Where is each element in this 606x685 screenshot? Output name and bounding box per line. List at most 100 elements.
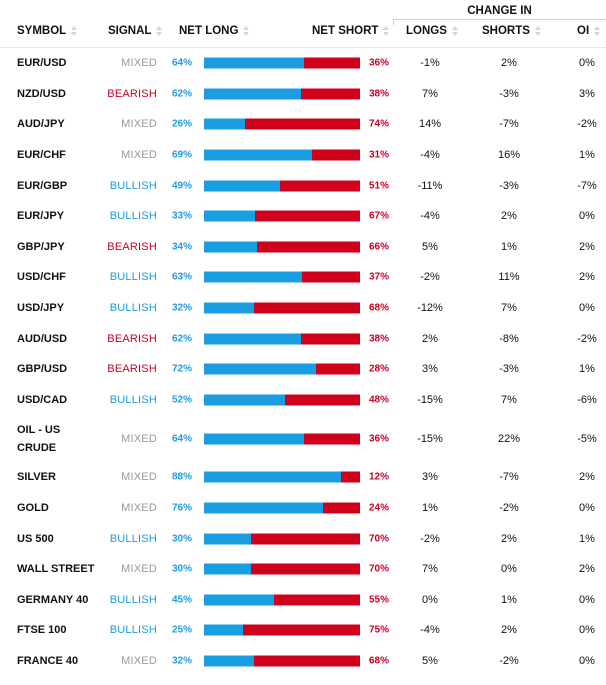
net-long-value: 63%: [172, 271, 193, 283]
net-long-bar: [204, 624, 243, 636]
symbol-link[interactable]: FTSE 100: [17, 624, 67, 637]
table-row[interactable]: NZD/USD BEARISH 62% 38% 7% -3% 3%: [0, 79, 606, 110]
table-row[interactable]: EUR/USD MIXED 64% 36% -1% 2% 0%: [0, 48, 606, 79]
change-oi-value: -7%: [577, 179, 597, 192]
signal-label: MIXED: [121, 149, 157, 162]
symbol-link[interactable]: GERMANY 40: [17, 593, 89, 606]
change-shorts-value: 2%: [501, 57, 517, 70]
sentiment-bar: [204, 363, 360, 375]
net-short-value: 12%: [369, 471, 390, 483]
symbol-link[interactable]: USD/JPY: [17, 302, 65, 315]
symbol-link[interactable]: AUD/USD: [17, 332, 68, 345]
sentiment-bar: [204, 88, 360, 100]
change-oi-value: 1%: [579, 532, 595, 545]
symbol-link[interactable]: WALL STREET: [17, 563, 95, 576]
change-shorts-value: 7%: [501, 393, 517, 406]
signal-label: BEARISH: [107, 332, 157, 345]
column-header-symbol[interactable]: SYMBOL: [17, 25, 78, 37]
table-row[interactable]: FRANCE 40 MIXED 32% 68% 5% -2% 0%: [0, 646, 606, 677]
column-header-shorts-label: SHORTS: [482, 25, 530, 37]
symbol-link[interactable]: EUR/CHF: [17, 149, 66, 162]
table-row[interactable]: WALL STREET MIXED 30% 70% 7% 0% 2%: [0, 554, 606, 585]
change-longs-value: -15%: [417, 393, 443, 406]
symbol-link[interactable]: SILVER: [17, 471, 56, 484]
change-shorts-value: 7%: [501, 302, 517, 315]
sentiment-bar: [204, 271, 360, 283]
symbol-link[interactable]: US 500: [17, 532, 54, 545]
symbol-link[interactable]: AUD/JPY: [17, 118, 65, 131]
sentiment-bar: [204, 394, 360, 406]
sentiment-bar: [204, 57, 360, 69]
table-row[interactable]: GBP/USD BEARISH 72% 28% 3% -3% 1%: [0, 354, 606, 385]
change-longs-value: 7%: [422, 563, 438, 576]
net-short-value: 55%: [369, 594, 390, 606]
symbol-link[interactable]: GOLD: [17, 502, 49, 515]
table-row[interactable]: SILVER MIXED 88% 12% 3% -7% 2%: [0, 462, 606, 493]
sort-icon[interactable]: [534, 26, 541, 36]
signal-label: BULLISH: [109, 593, 157, 606]
signal-label: MIXED: [121, 432, 157, 445]
net-short-bar: [255, 210, 360, 222]
change-longs-value: 1%: [422, 502, 438, 515]
sort-icon[interactable]: [383, 26, 390, 36]
table-row[interactable]: USD/CAD BULLISH 52% 48% -15% 7% -6%: [0, 385, 606, 416]
column-header-net-short[interactable]: NET SHORT: [312, 25, 390, 37]
table-row[interactable]: EUR/JPY BULLISH 33% 67% -4% 2% 0%: [0, 201, 606, 232]
change-oi-value: -5%: [577, 432, 597, 445]
sort-icon[interactable]: [594, 26, 601, 36]
table-row[interactable]: FTSE 100 BULLISH 25% 75% -4% 2% 0%: [0, 615, 606, 646]
change-longs-value: -2%: [420, 271, 440, 284]
table-row[interactable]: EUR/CHF MIXED 69% 31% -4% 16% 1%: [0, 140, 606, 171]
table-row[interactable]: OIL - US CRUDE MIXED 64% 36% -15% 22% -5%: [0, 415, 606, 462]
net-short-bar: [250, 533, 360, 545]
sentiment-bar: [204, 594, 360, 606]
change-oi-value: -6%: [577, 393, 597, 406]
change-oi-value: 0%: [579, 654, 595, 667]
signal-label: BULLISH: [109, 179, 157, 192]
net-long-value: 76%: [172, 502, 193, 514]
sort-icon[interactable]: [451, 26, 458, 36]
change-shorts-value: -7%: [499, 471, 519, 484]
symbol-link[interactable]: GBP/USD: [17, 363, 68, 376]
signal-label: BULLISH: [109, 210, 157, 223]
column-header-longs[interactable]: LONGS: [406, 25, 458, 37]
net-long-bar: [204, 471, 342, 483]
table-row[interactable]: USD/JPY BULLISH 32% 68% -12% 7% 0%: [0, 293, 606, 324]
net-long-bar: [204, 363, 317, 375]
signal-label: MIXED: [121, 118, 157, 131]
column-header-signal[interactable]: SIGNAL: [108, 25, 163, 37]
symbol-link[interactable]: EUR/USD: [17, 57, 67, 70]
table-row[interactable]: GERMANY 40 BULLISH 45% 55% 0% 1% 0%: [0, 585, 606, 616]
table-row[interactable]: EUR/GBP BULLISH 49% 51% -11% -3% -7%: [0, 170, 606, 201]
column-header-shorts[interactable]: SHORTS: [482, 25, 541, 37]
symbol-link[interactable]: NZD/USD: [17, 87, 66, 100]
net-short-value: 74%: [369, 118, 390, 130]
table-row[interactable]: USD/CHF BULLISH 63% 37% -2% 11% 2%: [0, 262, 606, 293]
sort-icon[interactable]: [71, 26, 78, 36]
net-long-bar: [204, 271, 303, 283]
table-row[interactable]: GBP/JPY BEARISH 34% 66% 5% 1% 2%: [0, 232, 606, 263]
column-header-net-long[interactable]: NET LONG: [179, 25, 250, 37]
table-row[interactable]: US 500 BULLISH 30% 70% -2% 2% 1%: [0, 523, 606, 554]
signal-label: MIXED: [121, 563, 157, 576]
table-body: EUR/USD MIXED 64% 36% -1% 2% 0% NZD/USD BEARISH 6…: [0, 48, 606, 676]
symbol-link[interactable]: EUR/JPY: [17, 210, 65, 223]
symbol-link[interactable]: GBP/JPY: [17, 240, 65, 253]
net-short-bar: [341, 471, 360, 483]
table-row[interactable]: AUD/JPY MIXED 26% 74% 14% -7% -2%: [0, 109, 606, 140]
table-row[interactable]: AUD/USD BEARISH 62% 38% 2% -8% -2%: [0, 323, 606, 354]
sentiment-bar: [204, 241, 360, 253]
change-shorts-value: -3%: [499, 87, 519, 100]
symbol-link[interactable]: USD/CAD: [17, 393, 68, 406]
table-row[interactable]: GOLD MIXED 76% 24% 1% -2% 0%: [0, 493, 606, 524]
symbol-link[interactable]: OIL - US CRUDE: [17, 423, 61, 454]
change-longs-value: 3%: [422, 363, 438, 376]
change-in-group-label: CHANGE IN: [467, 5, 532, 17]
symbol-link[interactable]: EUR/GBP: [17, 179, 68, 192]
column-header-oi[interactable]: OI: [577, 25, 601, 37]
sort-icon[interactable]: [156, 26, 163, 36]
symbol-link[interactable]: USD/CHF: [17, 271, 66, 284]
change-oi-value: 2%: [579, 471, 595, 484]
sort-icon[interactable]: [243, 26, 250, 36]
symbol-link[interactable]: FRANCE 40: [17, 654, 79, 667]
